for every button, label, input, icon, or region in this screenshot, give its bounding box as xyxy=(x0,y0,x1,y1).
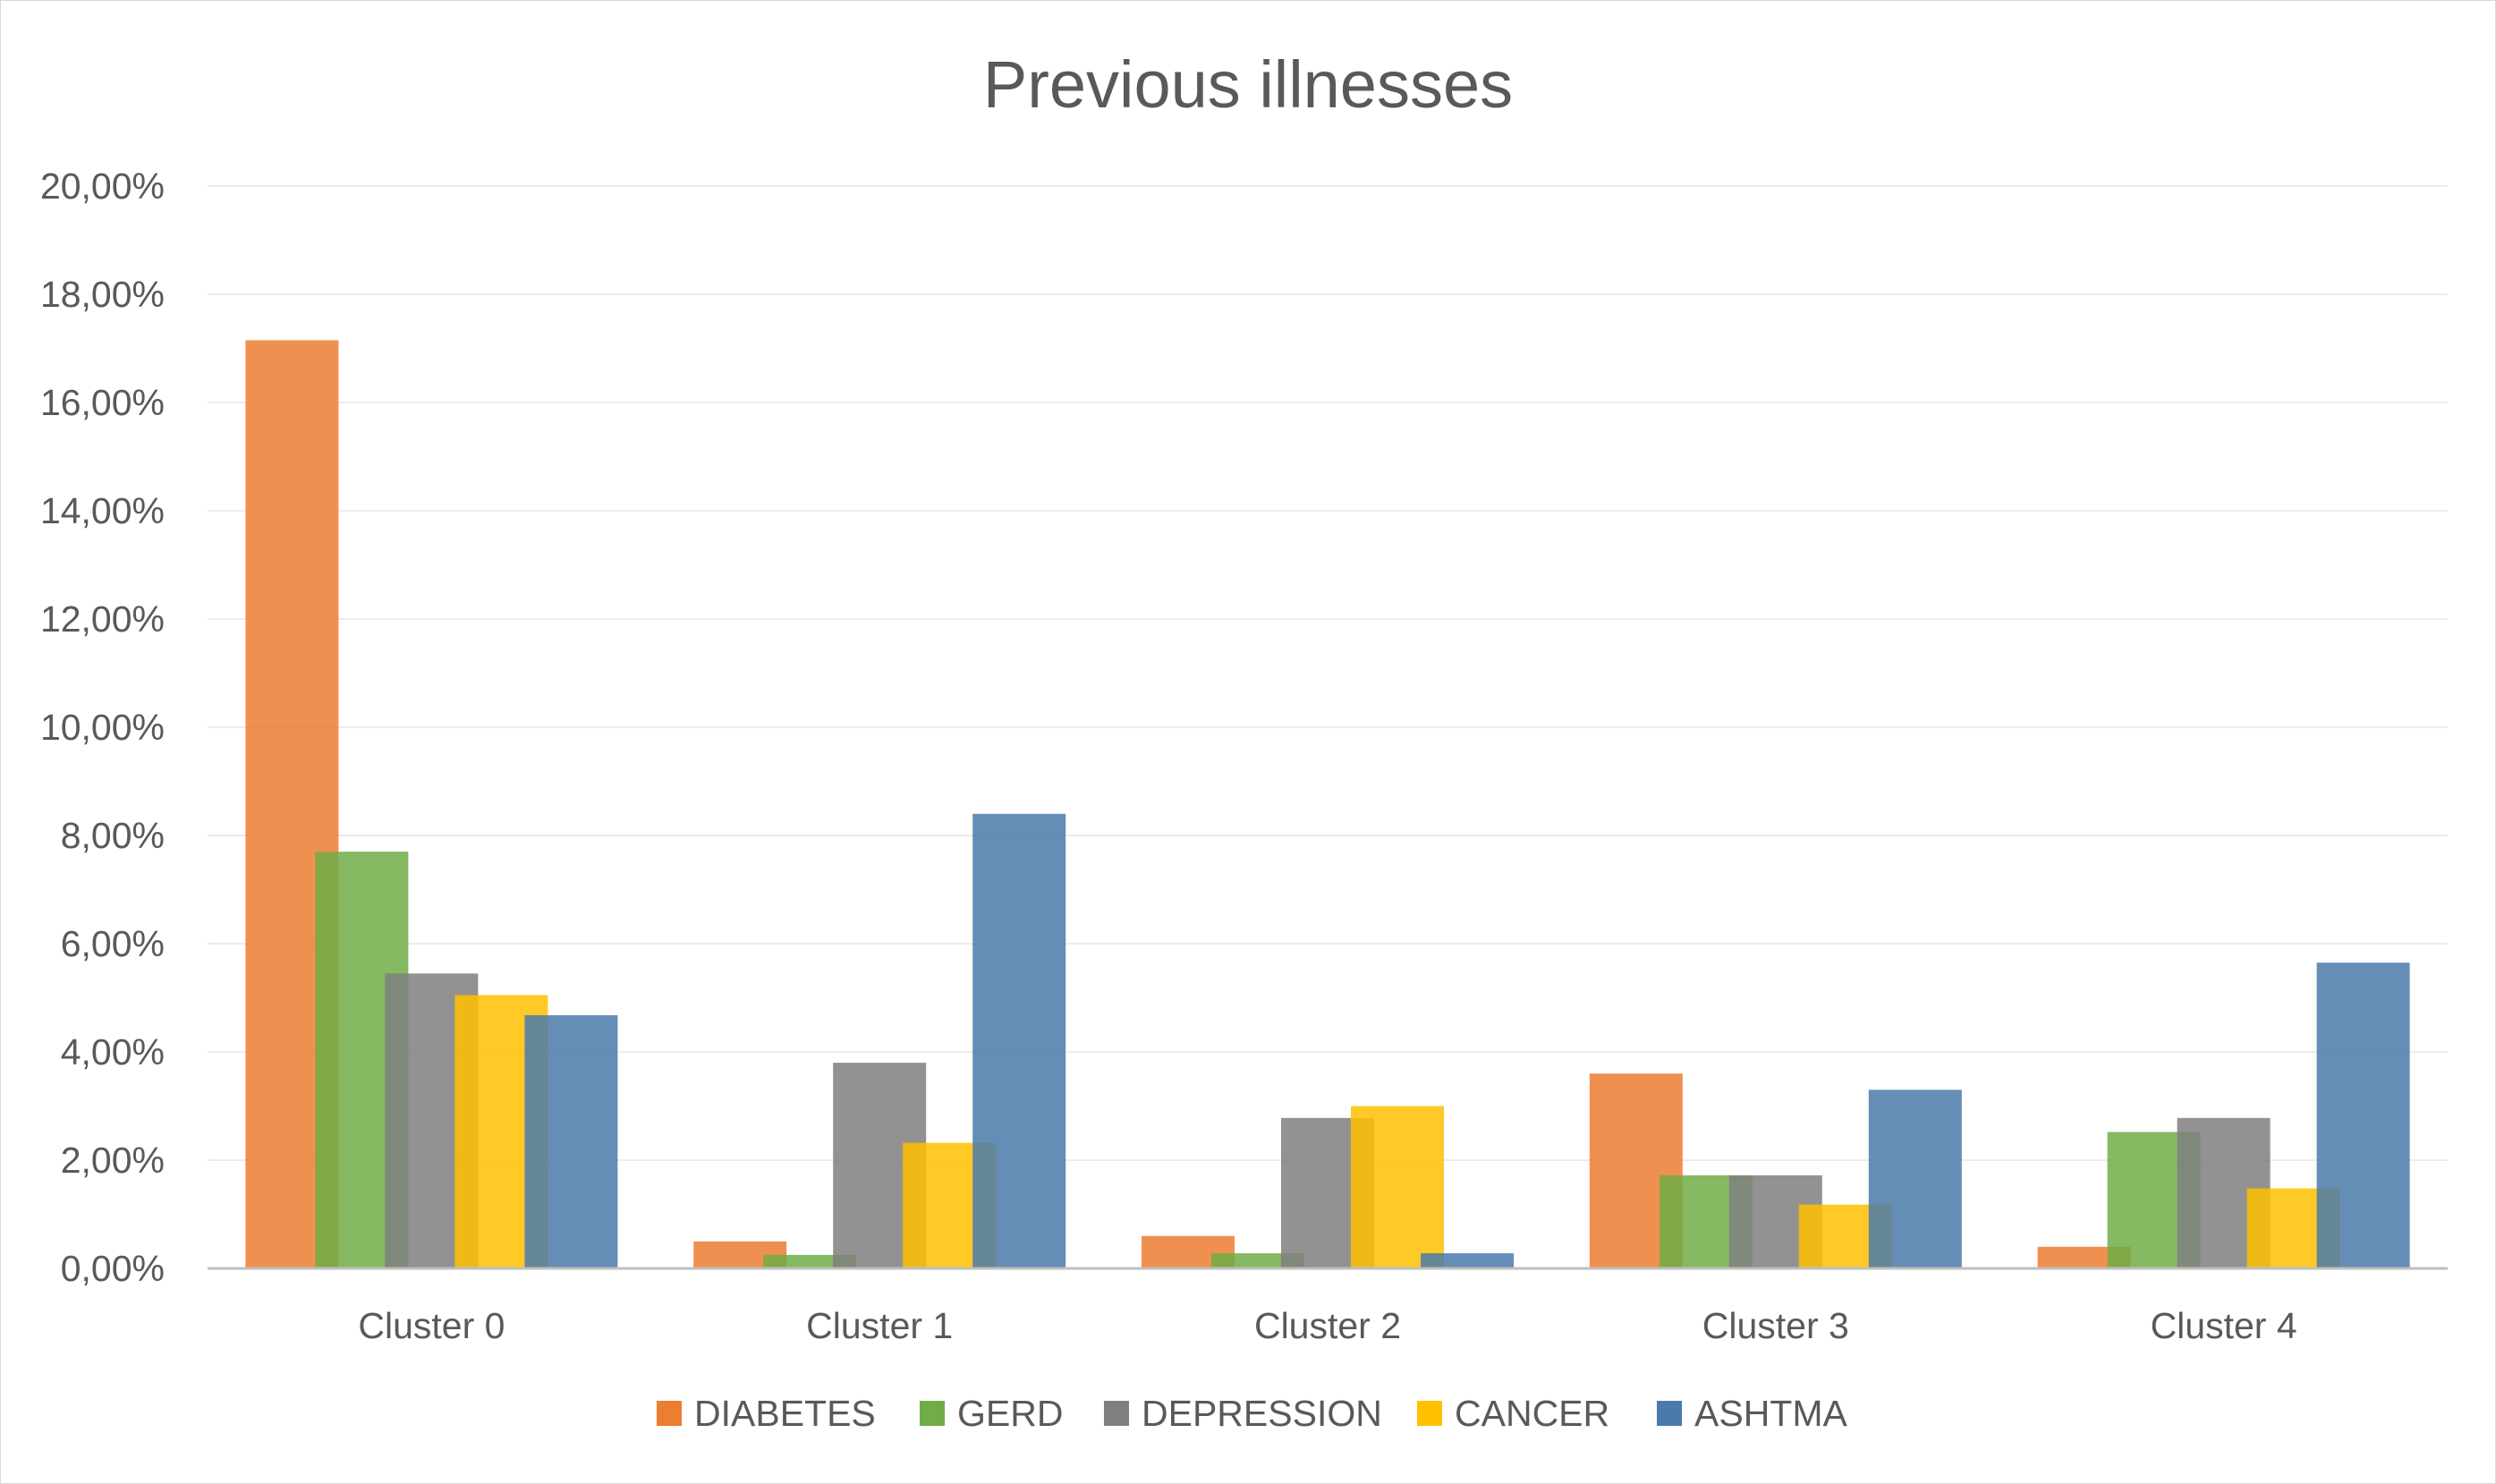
x-tick-label: Cluster 3 xyxy=(1702,1305,1849,1346)
x-tick-label: Cluster 4 xyxy=(2151,1305,2297,1346)
legend-swatch-gerd xyxy=(920,1401,945,1426)
y-tick-label: 14,00% xyxy=(40,490,165,531)
y-tick-label: 8,00% xyxy=(61,815,165,856)
y-tick-label: 0,00% xyxy=(61,1248,165,1289)
y-tick-label: 12,00% xyxy=(40,598,165,640)
legend: DIABETES GERD DEPRESSION CANCER ASHTMA xyxy=(657,1393,1848,1434)
y-axis-ticks: 0,00% 2,00% 4,00% 6,00% 8,00% 10,00% 12,00% 14,… xyxy=(40,165,165,1289)
bar-ashtma-cluster-4 xyxy=(2316,962,2410,1268)
legend-label-ashtma: ASHTMA xyxy=(1694,1393,1848,1434)
y-tick-label: 10,00% xyxy=(40,707,165,748)
bar-ashtma-cluster-3 xyxy=(1868,1090,1962,1268)
y-tick-label: 16,00% xyxy=(40,382,165,423)
bars xyxy=(245,340,2410,1269)
legend-swatch-diabetes xyxy=(657,1401,682,1426)
x-tick-label: Cluster 2 xyxy=(1254,1305,1401,1346)
chart-title: Previous illnesses xyxy=(983,47,1513,122)
legend-label-gerd: GERD xyxy=(957,1393,1063,1434)
x-tick-label: Cluster 0 xyxy=(358,1305,505,1346)
legend-label-depression: DEPRESSION xyxy=(1142,1393,1382,1434)
legend-label-diabetes: DIABETES xyxy=(694,1393,876,1434)
bar-ashtma-cluster-1 xyxy=(972,813,1066,1268)
legend-swatch-cancer xyxy=(1417,1401,1442,1426)
legend-swatch-depression xyxy=(1104,1401,1129,1426)
bar-ashtma-cluster-0 xyxy=(524,1014,618,1268)
x-tick-label: Cluster 1 xyxy=(806,1305,953,1346)
legend-swatch-ashtma xyxy=(1657,1401,1682,1426)
y-tick-label: 2,00% xyxy=(61,1140,165,1181)
legend-label-cancer: CANCER xyxy=(1455,1393,1609,1434)
x-axis-ticks: Cluster 0 Cluster 1 Cluster 2 Cluster 3 Clus… xyxy=(358,1305,2296,1346)
y-tick-label: 6,00% xyxy=(61,923,165,964)
y-tick-label: 4,00% xyxy=(61,1031,165,1073)
bar-ashtma-cluster-2 xyxy=(1421,1253,1514,1268)
y-tick-label: 20,00% xyxy=(40,165,165,207)
bar-cancer-cluster-2 xyxy=(1351,1106,1444,1268)
y-tick-label: 18,00% xyxy=(40,274,165,315)
